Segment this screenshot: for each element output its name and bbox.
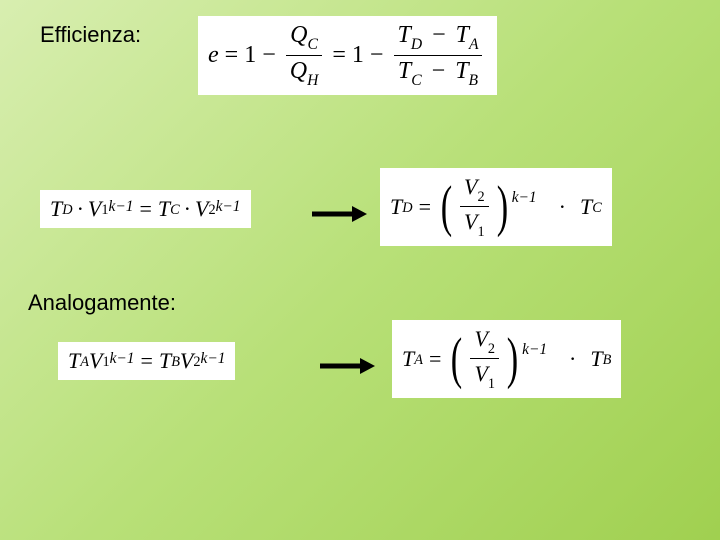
e5-paren: ( V2 V1 ) [447, 326, 522, 392]
equation-td-solved: TD = ( V2 V1 ) k−1 · TC [380, 168, 612, 246]
e3-paren: ( V2 V1 ) [437, 174, 512, 240]
e4-V2s: 2 [193, 354, 200, 371]
arrow-icon-1 [312, 205, 367, 223]
e5-V1s: 1 [488, 376, 495, 392]
e2-TCs: C [170, 202, 180, 219]
sub-TB: B [469, 72, 479, 89]
e3-dot: · [559, 194, 566, 220]
e4-TA: T [68, 348, 80, 374]
equation-efficiency: e = 1 − QC QH = 1 − TD − TA TC − TB [198, 16, 497, 95]
e3-TD: T [390, 194, 402, 220]
e5-dot: · [569, 346, 576, 372]
label-efficienza: Efficienza: [40, 22, 141, 48]
e3-V1: V [464, 209, 477, 234]
e3-V2s: 2 [478, 189, 485, 205]
sub-QH: H [307, 72, 318, 89]
e2-TD: T [50, 196, 62, 222]
e5-V2: V [474, 326, 487, 351]
e3-V2: V [464, 174, 477, 199]
sub-TA: A [469, 36, 479, 53]
equation-adiabatic-dc: TD · V1k−1 = TC · V2k−1 [40, 190, 251, 228]
sym-minus4: − [432, 58, 446, 84]
e2-V1s: 1 [101, 202, 108, 219]
e4-eq: = [141, 348, 153, 374]
e4-TAs: A [80, 354, 89, 371]
e3-TDs: D [402, 200, 412, 217]
e2-V2: V [195, 196, 208, 222]
e3-V1s: 1 [478, 224, 485, 240]
sym-minus2: − [370, 42, 384, 69]
e5-TA: T [402, 346, 414, 372]
sym-QH: Q [290, 58, 307, 84]
e2-TC: T [158, 196, 170, 222]
sym-minus: − [262, 42, 276, 69]
e2-V2s: 2 [208, 202, 215, 219]
sym-QC: Q [290, 22, 307, 48]
sym-TB: T [455, 58, 468, 84]
e5-TAs: A [414, 352, 423, 369]
e2-exp2: k−1 [216, 198, 241, 216]
sym-one: 1 [244, 42, 256, 69]
sym-eq2: = [332, 42, 346, 69]
equation-ta-solved: TA = ( V2 V1 ) k−1 · TB [392, 320, 621, 398]
e4-V1s: 1 [102, 354, 109, 371]
e2-dot1: · [77, 196, 84, 222]
frac-t: TD − TA TC − TB [393, 22, 482, 89]
sym-TD: T [397, 22, 410, 48]
e5-V2s: 2 [488, 341, 495, 357]
e3-TC: T [580, 194, 592, 220]
sym-TA: T [456, 22, 469, 48]
e2-eq: = [139, 196, 151, 222]
e5-eq: = [429, 346, 441, 372]
e4-exp2: k−1 [201, 350, 226, 368]
e4-TBs: B [171, 354, 180, 371]
e5-TB: T [590, 346, 602, 372]
sym-one2: 1 [352, 42, 364, 69]
e4-TB: T [159, 348, 171, 374]
sym-minus3: − [432, 22, 446, 48]
e3-TCs: C [592, 200, 602, 217]
sub-TC: C [411, 72, 421, 89]
sym-e: e [208, 42, 219, 69]
e4-V2: V [180, 348, 193, 374]
e2-TDs: D [62, 202, 72, 219]
e4-exp1: k−1 [110, 350, 135, 368]
label-analogamente: Analogamente: [28, 290, 176, 316]
e3-exp: k−1 [512, 189, 537, 207]
e2-exp1: k−1 [109, 198, 134, 216]
e5-TBs: B [603, 352, 612, 369]
e3-eq: = [419, 194, 431, 220]
frac-q: QC QH [286, 22, 323, 89]
sym-TC: T [398, 58, 411, 84]
sub-TD: D [411, 36, 422, 53]
arrow-icon-2 [320, 357, 375, 375]
e5-V1: V [474, 361, 487, 386]
sym-eq: = [225, 42, 239, 69]
e2-V1: V [88, 196, 101, 222]
equation-adiabatic-ab: TA V1k−1 = TB V2k−1 [58, 342, 235, 380]
e2-dot2: · [184, 196, 191, 222]
e5-exp: k−1 [522, 341, 547, 359]
e4-V1: V [89, 348, 102, 374]
sub-QC: C [308, 36, 318, 53]
